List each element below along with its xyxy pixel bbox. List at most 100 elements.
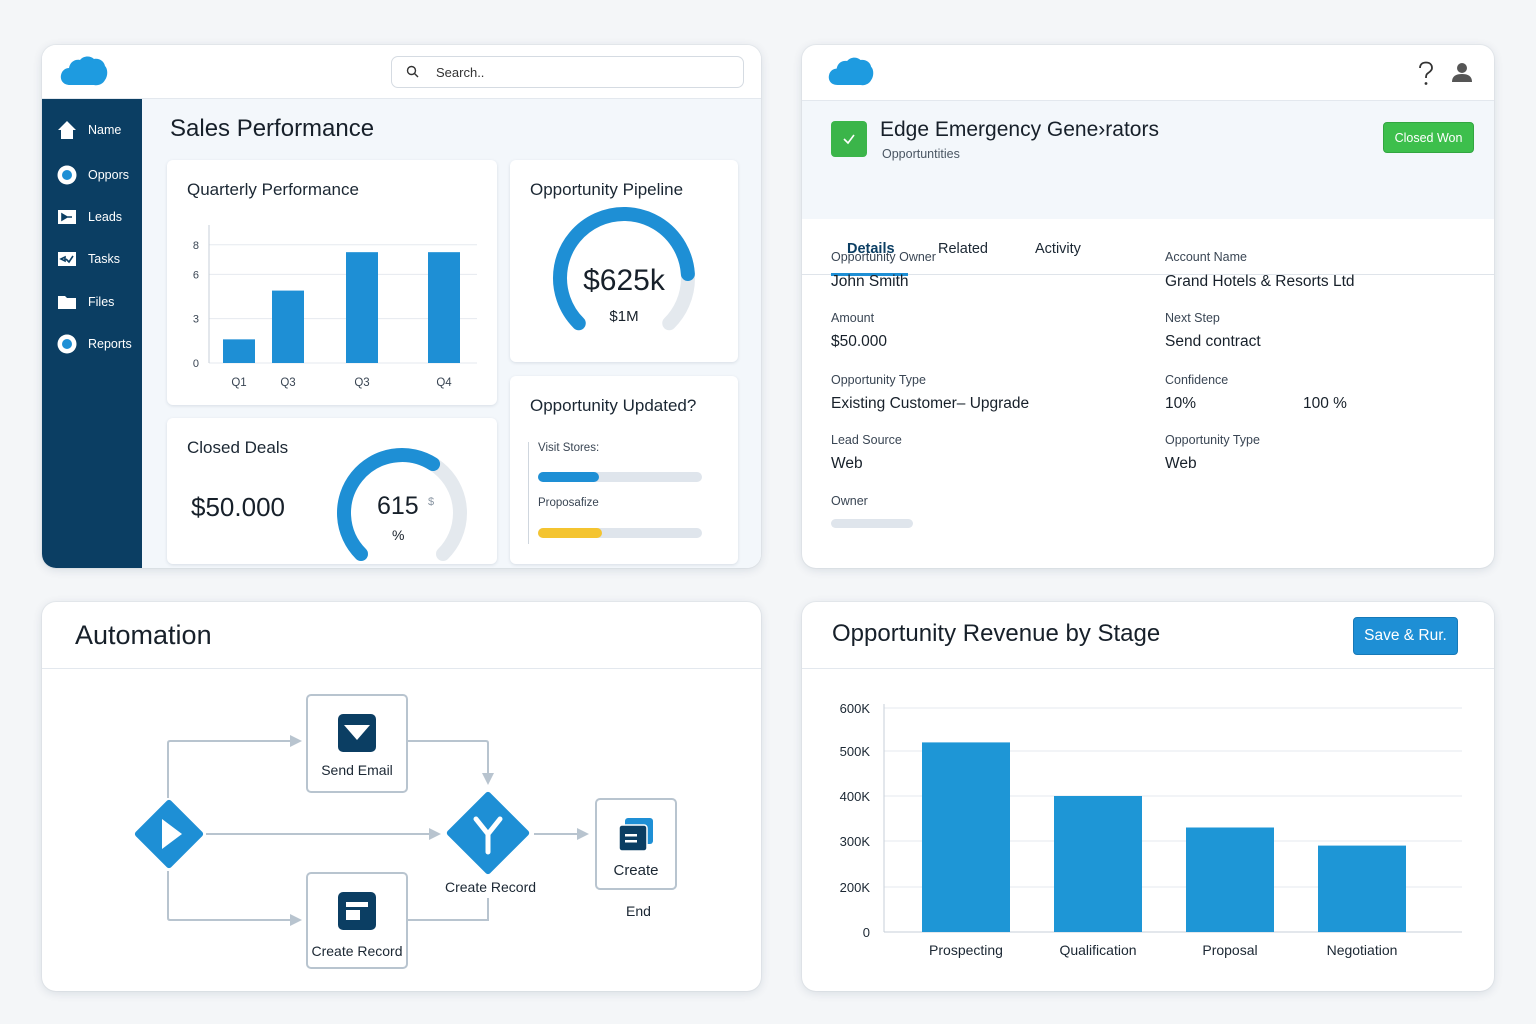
progress-label: Visit Stores: [538, 442, 600, 454]
bar [1186, 827, 1274, 932]
node-label: Create Record [311, 943, 403, 959]
bar [272, 290, 304, 363]
circle-icon [56, 164, 78, 186]
y-tick-label: 6 [193, 269, 199, 281]
field-label: Amount [831, 311, 875, 325]
y-tick-label: 0 [863, 925, 870, 940]
tab-activity[interactable]: Activity [1035, 241, 1081, 257]
sidebar-item-oppors[interactable]: Oppors [56, 162, 142, 188]
salesforce-cloud-logo[interactable] [60, 55, 108, 89]
field-value: Web [1165, 455, 1197, 472]
node-label: Create [613, 862, 659, 879]
save-and-run-button[interactable]: Save & Rur. [1353, 617, 1458, 655]
y-tick-label: 400K [840, 789, 871, 804]
flow-connectors [134, 735, 589, 926]
y-tick-label: 600K [840, 701, 871, 716]
automation-panel: Automation [42, 602, 761, 991]
sidebar-item-label: Tasks [88, 252, 120, 266]
search-icon [406, 65, 419, 78]
field-label: Next Step [1165, 311, 1220, 325]
tasks-icon [56, 248, 78, 270]
y-tick-label: 500K [840, 744, 871, 759]
create-icon [618, 818, 653, 852]
sidebar-item-reports[interactable]: Reports [56, 331, 142, 357]
decision-node-label[interactable]: Create Record [445, 879, 537, 895]
closed-gauge-value: 615 [377, 492, 419, 520]
user-avatar-icon[interactable] [1451, 61, 1473, 83]
field-value: Send contract [1165, 333, 1261, 350]
pipeline-target: $1M [609, 308, 639, 325]
opportunity-pipeline-card[interactable]: Opportunity Pipeline $625k $1M [510, 160, 738, 362]
help-icon[interactable] [1417, 61, 1435, 87]
progress-fill [538, 472, 599, 482]
field-value[interactable]: Grand Hotels & Resorts Ltd [1165, 273, 1355, 290]
record-icon [338, 892, 376, 930]
send-email-node[interactable]: Send Email [306, 694, 408, 793]
card-title: Closed Deals [187, 438, 289, 457]
x-tick-label: Q3 [280, 377, 295, 389]
bar [428, 252, 460, 363]
status-badge[interactable]: Closed Won [1383, 122, 1474, 153]
tab-details[interactable]: Details [847, 241, 895, 257]
divider [528, 442, 529, 544]
sidebar-item-label: Leads [88, 210, 123, 224]
leads-icon [56, 206, 78, 228]
home-icon [56, 119, 78, 141]
progress-track [538, 472, 702, 482]
pipeline-gauge [553, 207, 695, 331]
revenue-title: Opportunity Revenue by Stage [832, 620, 1161, 647]
gauge-fill [337, 448, 441, 562]
y-tick-label: 300K [840, 834, 871, 849]
start-node-diamond [134, 799, 204, 869]
record-title: Edge Emergency Gene›rators [880, 118, 1159, 141]
x-tick-label: Proposal [1202, 942, 1257, 958]
closed-deals-card[interactable]: Closed Deals $50.000 615 $ % [167, 418, 497, 564]
bar [346, 252, 378, 363]
sidebar-item-tasks[interactable]: Tasks [56, 246, 142, 272]
sidebar-item-files[interactable]: Files [56, 289, 142, 315]
search-input[interactable] [436, 61, 726, 83]
field-label: Opportunity Type [831, 373, 926, 387]
top-bar [42, 45, 761, 99]
email-icon [338, 714, 376, 752]
create-record-node[interactable]: Create Record [306, 872, 408, 969]
sidebar-item-leads[interactable]: Leads [56, 204, 142, 230]
sales-dashboard-panel: Name Oppors Leads Tasks Files [42, 45, 761, 568]
circle-icon [56, 333, 78, 355]
field-value[interactable]: John Smith [831, 273, 909, 290]
field-value: Web [831, 455, 863, 472]
opportunity-record-panel: Edge Emergency Gene›rators Opportuntitie… [802, 45, 1494, 568]
dashboard-main: Sales Performance Quarterly Performance … [142, 99, 761, 568]
y-tick-label: 8 [193, 240, 199, 252]
sidebar-item-label: Files [88, 295, 115, 309]
node-label: Send Email [321, 762, 393, 778]
sidebar-item-name[interactable]: Name [56, 117, 142, 143]
card-title: Opportunity Updated? [530, 396, 697, 415]
create-end-node[interactable]: Create [595, 798, 677, 890]
record-tabs: Details Related Activity [802, 219, 1494, 276]
bar [1054, 796, 1142, 932]
tab-related[interactable]: Related [938, 241, 988, 257]
page-title: Sales Performance [170, 115, 375, 142]
field-value: $50.000 [831, 333, 888, 350]
y-tick-label: 0 [193, 358, 199, 370]
closed-gauge-unit: $ [428, 496, 435, 508]
quarterly-bar-chart: 0 3 6 8 Q1 Q3 Q3 Q4 [193, 225, 477, 389]
automation-title: Automation [75, 620, 212, 650]
y-tick-label: 3 [193, 314, 199, 326]
sidebar-item-label: Reports [88, 337, 132, 351]
x-tick-label: Q1 [231, 377, 246, 389]
x-tick-label: Q3 [354, 377, 369, 389]
revenue-header: Opportunity Revenue by Stage Save & Rur. [802, 602, 1494, 669]
field-label: Account Name [1165, 250, 1247, 264]
salesforce-cloud-logo[interactable] [828, 56, 874, 89]
sidebar-item-label: Name [88, 123, 122, 137]
search-box[interactable] [391, 56, 744, 88]
field-label: Opportunity Type [1165, 433, 1260, 447]
opportunity-updated-card[interactable]: Opportunity Updated? Visit Stores: Propo… [510, 376, 738, 564]
x-tick-label: Qualification [1059, 942, 1136, 958]
sidebar: Name Oppors Leads Tasks Files [42, 99, 142, 568]
y-tick-label: 200K [840, 880, 871, 895]
opportunity-icon [831, 121, 867, 157]
quarterly-performance-card[interactable]: Quarterly Performance 0 3 6 8 Q1 Q3 Q3 Q4 [167, 160, 497, 405]
